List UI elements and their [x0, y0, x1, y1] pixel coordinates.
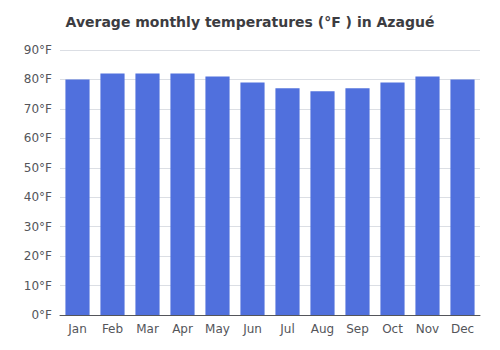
svg-text:May: May [205, 322, 230, 336]
svg-text:10°F: 10°F [24, 279, 52, 293]
svg-text:80°F: 80°F [24, 72, 52, 86]
svg-text:0°F: 0°F [31, 308, 52, 322]
svg-text:Feb: Feb [102, 322, 123, 336]
svg-text:20°F: 20°F [24, 249, 52, 263]
svg-text:70°F: 70°F [24, 102, 52, 116]
svg-text:Dec: Dec [451, 322, 474, 336]
svg-text:Apr: Apr [172, 322, 193, 336]
svg-text:Jan: Jan [67, 322, 87, 336]
svg-text:Sep: Sep [346, 322, 369, 336]
svg-text:Oct: Oct [382, 322, 403, 336]
svg-text:50°F: 50°F [24, 161, 52, 175]
svg-text:Average monthly temperatures (: Average monthly temperatures (°F ) in Az… [66, 14, 435, 30]
svg-text:Aug: Aug [311, 322, 334, 336]
svg-text:60°F: 60°F [24, 131, 52, 145]
svg-text:40°F: 40°F [24, 190, 52, 204]
svg-text:Mar: Mar [136, 322, 159, 336]
svg-text:90°F: 90°F [24, 43, 52, 57]
svg-text:30°F: 30°F [24, 220, 52, 234]
svg-text:Jun: Jun [242, 322, 262, 336]
svg-text:Nov: Nov [416, 322, 439, 336]
svg-text:Jul: Jul [279, 322, 294, 336]
